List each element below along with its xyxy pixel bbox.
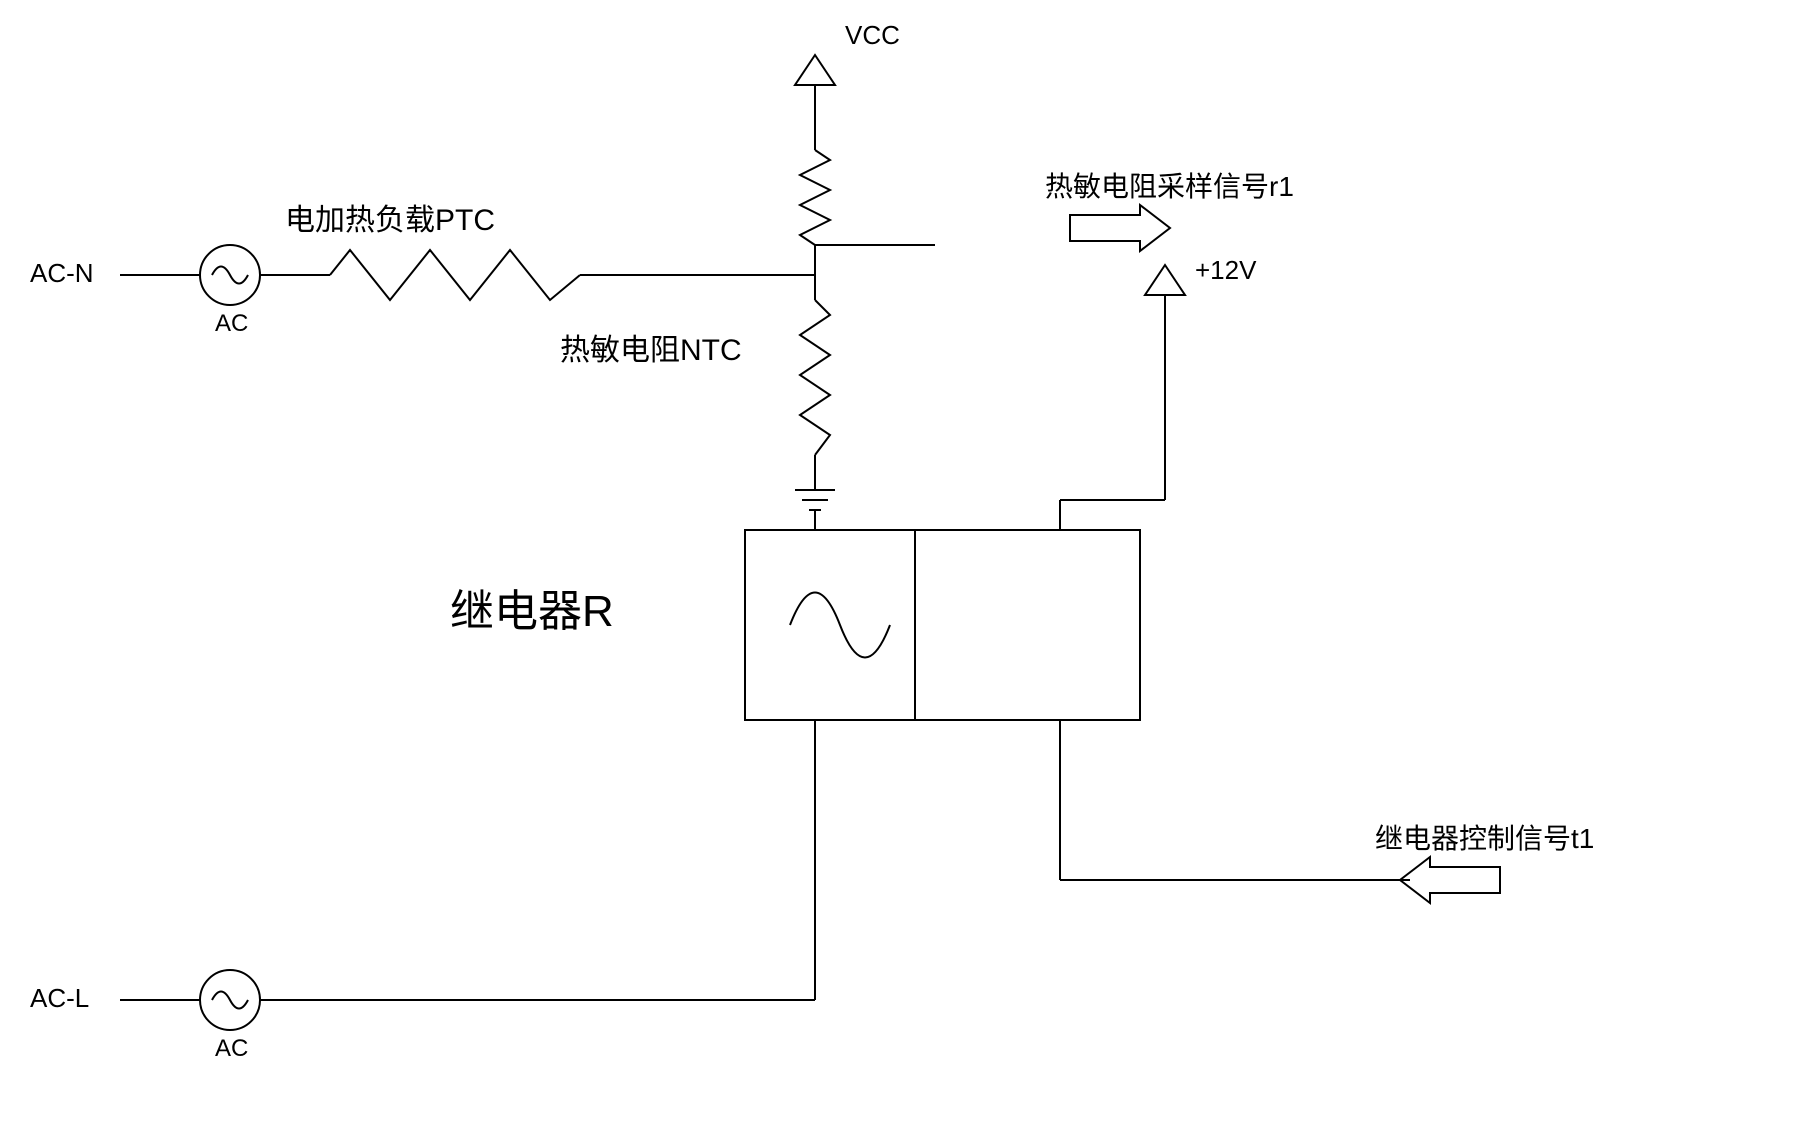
signal-t1-label: 继电器控制信号t1	[1375, 817, 1594, 857]
plus12v-label: +12V	[1195, 255, 1256, 286]
vcc-terminal-icon	[795, 55, 835, 85]
ac1-label: AC	[215, 310, 248, 338]
ntc-label: 热敏电阻NTC	[560, 325, 742, 369]
relay-label: 继电器R	[450, 575, 614, 639]
ptc-resistor-icon	[330, 250, 580, 300]
ntc-resistor-icon	[800, 300, 830, 455]
vcc-label: VCC	[845, 20, 900, 51]
signal-r1-label: 热敏电阻采样信号r1	[1045, 165, 1294, 205]
signal-r1-arrow-icon	[1070, 205, 1170, 251]
relay-box-icon	[745, 530, 1140, 720]
circuit-svg	[0, 0, 1808, 1142]
upper-resistor-icon	[800, 150, 830, 245]
signal-t1-arrow-icon	[1400, 857, 1500, 903]
plus12v-terminal-icon	[1145, 265, 1185, 295]
acl-label: AC-L	[30, 983, 89, 1014]
circuit-diagram: VCC +12V AC-N AC-L AC AC 电加热负载PTC 热敏电阻NT…	[0, 0, 1808, 1142]
ptc-label: 电加热负载PTC	[285, 195, 495, 239]
acn-label: AC-N	[30, 258, 94, 289]
ac2-label: AC	[215, 1035, 248, 1063]
